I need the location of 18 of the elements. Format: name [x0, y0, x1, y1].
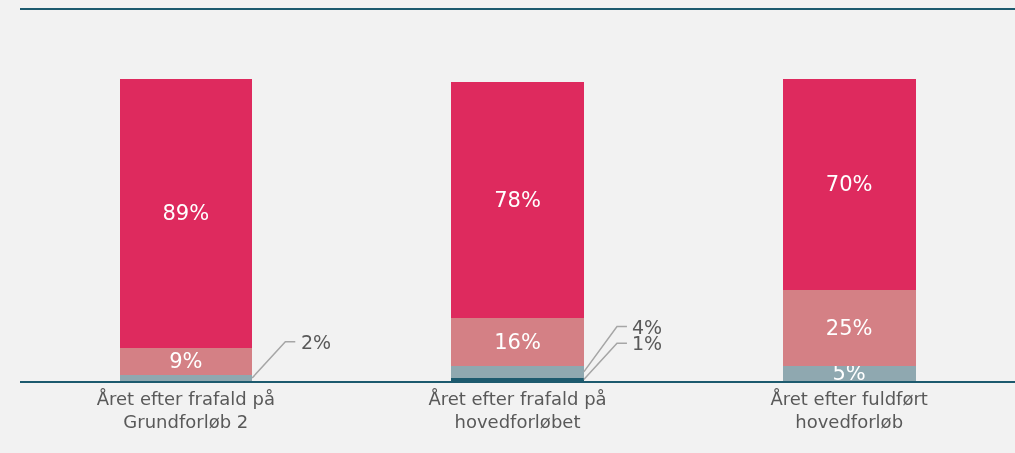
data-label: 78%: [494, 187, 541, 212]
bar: [782, 78, 916, 291]
bar: [451, 317, 584, 366]
data-label: 70%: [825, 172, 873, 197]
x-tick-label: Året efter frafald på Grundforløb 2: [96, 387, 275, 432]
bar: [119, 347, 253, 375]
data-label: 2%: [301, 331, 332, 353]
data-label: 16%: [494, 329, 541, 354]
x-tick-label: Året efter frafald på hovedforløbet: [428, 387, 607, 432]
data-label: 25%: [825, 316, 873, 341]
bar: [451, 81, 584, 318]
data-label: 89%: [162, 201, 210, 226]
bar: [782, 290, 916, 366]
bar: [119, 78, 253, 348]
bar: [119, 374, 253, 381]
data-label: 9%: [169, 349, 203, 374]
bar: [451, 365, 584, 378]
x-tick-label: Året efter fuldført hovedforløb: [770, 387, 928, 432]
